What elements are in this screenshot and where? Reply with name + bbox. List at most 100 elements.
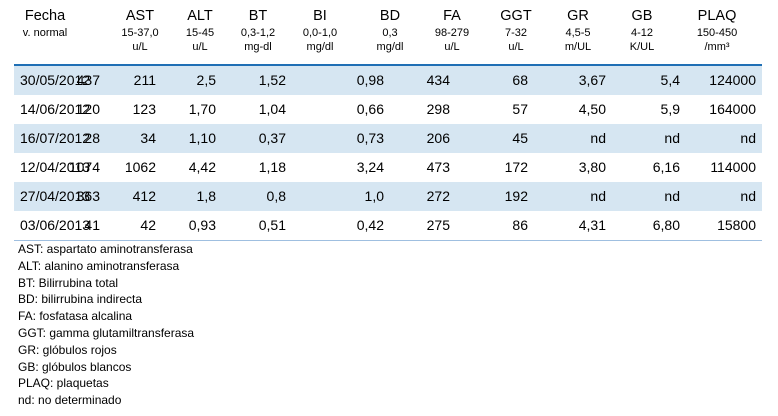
cell-fa: 473 — [426, 159, 450, 175]
header-name: GR — [567, 8, 589, 24]
header-unit: m/UL — [564, 40, 592, 53]
cell-bd: 3,24 — [356, 159, 384, 175]
cell-bd: 0,73 — [356, 130, 384, 146]
cell-bi: 0,37 — [258, 130, 286, 146]
cell-bi: 0,51 — [258, 217, 286, 233]
cell-fa: 434 — [426, 72, 450, 88]
cell-bd: 0,98 — [356, 72, 384, 88]
cell-gb: 6,16 — [652, 159, 680, 175]
row-date: 16/07/2012 — [20, 130, 91, 146]
cell-fa: 272 — [426, 188, 450, 204]
cell-alt: 211 — [133, 72, 156, 88]
header-name: GGT — [500, 8, 532, 24]
header-unit: mg/dl — [376, 40, 404, 53]
legend-item: GB: glóbulos blancos — [18, 359, 132, 374]
cell-ggt: 172 — [504, 159, 528, 175]
cell-bt: 1,10 — [188, 130, 216, 146]
cell-plaq: nd — [740, 130, 756, 146]
row-date: 30/05/2012 — [20, 72, 91, 88]
cell-gb: 5,9 — [660, 101, 680, 117]
table-row: 03/06/2013 41 42 0,93 0,51 0,42 275 86 4… — [14, 211, 762, 241]
cell-alt: 34 — [140, 130, 156, 146]
header-plaq: PLAQ 150-450 /mm³ — [682, 6, 752, 54]
header-unit: u/L — [132, 40, 148, 53]
header-unit: K/UL — [629, 40, 655, 53]
header-date: Fecha v. normal — [14, 6, 76, 41]
cell-plaq: 124000 — [709, 72, 756, 88]
header-unit: u/L — [192, 40, 208, 53]
cell-ast: 1074 — [68, 159, 100, 175]
table-row: 27/04/2013 363 412 1,8 0,8 1,0 272 192 n… — [14, 182, 762, 211]
cell-ast: 437 — [76, 72, 100, 88]
cell-ggt: 192 — [504, 188, 528, 204]
cell-gr: nd — [590, 188, 606, 204]
table-header: Fecha v. normal AST 15-37,0 u/L ALT 15-4… — [14, 6, 762, 66]
cell-gb: nd — [664, 188, 680, 204]
cell-fa: 206 — [426, 130, 450, 146]
table-row: 16/07/2012 28 34 1,10 0,37 0,73 206 45 n… — [14, 124, 762, 153]
cell-bi: 1,52 — [258, 72, 286, 88]
legend-item: ALT: alanino aminotransferasa — [18, 258, 180, 273]
header-alt: ALT 15-45 u/L — [170, 6, 230, 54]
row-date: 03/06/2013 — [20, 217, 91, 233]
header-unit: mg/dl — [306, 40, 334, 53]
cell-bd: 0,42 — [356, 217, 384, 233]
header-ggt: GGT 7-32 u/L — [486, 6, 546, 54]
row-date: 14/06/2012 — [20, 101, 91, 117]
cell-ast: 28 — [84, 130, 100, 146]
cell-ast: 41 — [84, 217, 100, 233]
header-range: 15-37,0 — [121, 27, 159, 39]
cell-alt: 1062 — [124, 159, 156, 175]
header-unit: u/L — [508, 40, 524, 53]
header-gr: GR 4,5-5 m/UL — [548, 6, 608, 54]
cell-alt: 123 — [132, 101, 156, 117]
header-range: 0,3 — [382, 27, 398, 39]
cell-gr: nd — [590, 130, 606, 146]
cell-plaq: 114000 — [710, 159, 756, 175]
cell-gr: 4,50 — [578, 101, 606, 117]
header-name: PLAQ — [697, 8, 737, 24]
cell-bd: 0,66 — [356, 101, 384, 117]
header-name: AST — [125, 8, 155, 24]
header-range: 4,5-5 — [565, 27, 591, 39]
legend-item: GR: glóbulos rojos — [18, 342, 117, 357]
legend-item: AST: aspartato aminotransferasa — [18, 242, 193, 256]
cell-ast: 120 — [76, 101, 100, 117]
cell-ggt: 45 — [512, 130, 528, 146]
header-range: 0,0-1,0 — [302, 27, 338, 39]
header-name: BD — [379, 8, 401, 24]
cell-gb: 6,80 — [652, 217, 680, 233]
cell-alt: 42 — [140, 217, 156, 233]
header-range: 0,3-1,2 — [240, 27, 276, 39]
cell-ggt: 57 — [512, 101, 528, 117]
cell-bi: 0,8 — [266, 188, 286, 204]
header-gb: GB 4-12 K/UL — [612, 6, 672, 54]
cell-plaq: nd — [740, 188, 756, 204]
header-name: ALT — [187, 8, 213, 24]
header-bt: BT 0,3-1,2 mg-dl — [228, 6, 288, 54]
abbreviation-legend: AST: aspartato aminotransferasa ALT: ala… — [18, 241, 194, 409]
header-range: 150-450 — [696, 27, 738, 39]
cell-bt: 1,8 — [196, 188, 216, 204]
header-range: 15-45 — [185, 27, 215, 39]
legend-item: nd: no determinado — [18, 393, 122, 408]
legend-item: BD: bilirrubina indirecta — [18, 292, 143, 307]
lab-results-table: Fecha v. normal AST 15-37,0 u/L ALT 15-4… — [14, 6, 762, 241]
header-name: GB — [631, 8, 653, 24]
table-row: 14/06/2012 120 123 1,70 1,04 0,66 298 57… — [14, 95, 762, 124]
header-fa: FA 98-279 u/L — [422, 6, 482, 54]
cell-gr: 3,80 — [578, 159, 606, 175]
cell-gb: nd — [664, 130, 680, 146]
cell-gr: 4,31 — [578, 217, 606, 233]
row-date: 27/04/2013 — [20, 188, 91, 204]
header-range: 4-12 — [630, 27, 654, 39]
header-date-sub: v. normal — [22, 27, 68, 39]
header-unit: /mm³ — [704, 40, 730, 53]
header-range: 7-32 — [504, 27, 528, 39]
legend-item: BT: Bilirrubina total — [18, 275, 119, 290]
legend-item: PLAQ: plaquetas — [18, 376, 109, 391]
cell-gr: 3,67 — [578, 72, 606, 88]
cell-bt: 2,5 — [196, 72, 216, 88]
table-row: 30/05/2012 437 211 2,5 1,52 0,98 434 68 … — [14, 66, 762, 95]
cell-bt: 4,42 — [188, 159, 216, 175]
